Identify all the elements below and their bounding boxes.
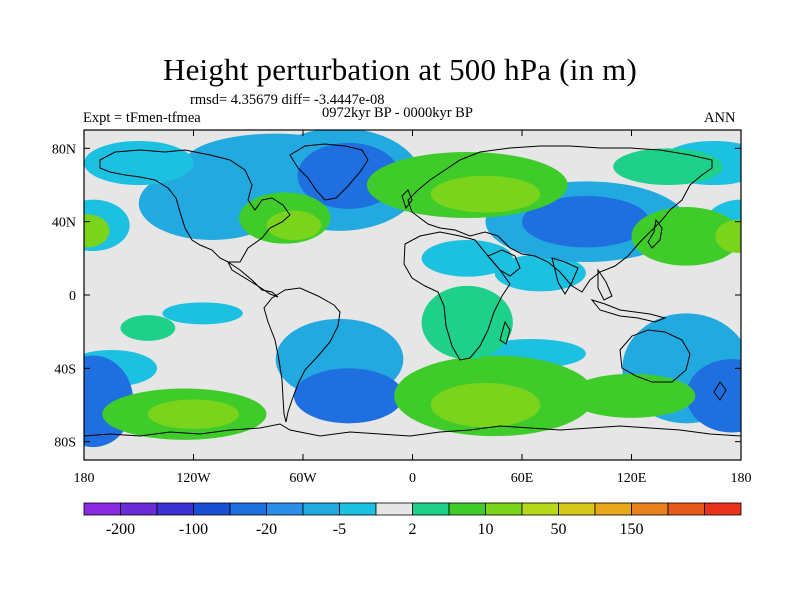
x-tick-label: 120W	[176, 471, 211, 486]
colorbar: -200 -100 -20 -5 2 10 50 150	[83, 502, 742, 538]
anomaly-region	[567, 373, 696, 418]
north-america-coast	[99, 149, 291, 263]
period-label: 0972kyr BP - 0000kyr BP	[322, 105, 473, 121]
x-tick-label: 0	[409, 471, 416, 486]
x-tick-label: 60E	[511, 471, 534, 486]
colorbar-swatch	[667, 502, 705, 516]
experiment-label: Expt = tFmen-tfmea	[83, 110, 201, 126]
anomaly-region	[522, 196, 650, 248]
y-tick-label: 40N	[52, 216, 76, 231]
y-tick-label: 80S	[54, 436, 76, 451]
colorbar-swatch	[229, 502, 267, 516]
australia-coast	[619, 329, 691, 383]
anomaly-region	[120, 315, 176, 341]
africa-coast	[403, 231, 511, 361]
new-zealand-coast	[713, 381, 727, 401]
x-tick-label: 60W	[289, 471, 317, 486]
colorbar-label: 10	[478, 521, 494, 538]
colorbar-swatch	[266, 502, 304, 516]
south-america-coast	[263, 287, 341, 423]
colorbar-swatch	[83, 502, 121, 516]
colorbar-swatch	[631, 502, 669, 516]
colorbar-label: 2	[409, 521, 417, 538]
colorbar-label: -200	[106, 521, 135, 538]
anomaly-region	[162, 302, 243, 325]
indonesia-coast	[590, 299, 667, 323]
coastlines	[84, 143, 741, 437]
anomaly-region	[613, 148, 723, 186]
anomaly-region	[421, 285, 513, 360]
colorbar-swatch	[339, 502, 377, 516]
arabia-coast	[487, 249, 521, 277]
japan-coast	[647, 218, 663, 249]
greenland-coast	[289, 143, 369, 201]
colorbar-label: -100	[179, 521, 208, 538]
madagascar-coast	[499, 320, 511, 345]
x-tick-label: 180	[731, 471, 752, 486]
season-label: ANN	[704, 110, 736, 126]
southeast-asia-coast	[597, 268, 613, 301]
anomaly-region	[430, 383, 541, 427]
anomaly-region	[266, 210, 322, 240]
colorbar-swatch	[120, 502, 158, 516]
anomaly-region	[430, 175, 541, 213]
axis-ticks: 180 120W 60W 0 60E 120E 180 80N 40N 0 40S 80S	[52, 130, 752, 486]
anomaly-region	[84, 214, 110, 248]
colorbar-swatch	[594, 502, 632, 516]
y-tick-label: 0	[69, 289, 76, 304]
colorbar-swatch	[485, 502, 523, 516]
colorbar-swatch	[558, 502, 596, 516]
x-tick-label: 120E	[617, 471, 647, 486]
colorbar-swatch	[375, 502, 413, 516]
x-tick-label: 180	[74, 471, 95, 486]
colorbar-swatch	[704, 502, 742, 516]
eurasia-coast	[407, 145, 713, 293]
anomaly-region	[421, 240, 513, 277]
colorbar-label: 50	[551, 521, 567, 538]
india-coast	[551, 257, 579, 295]
anomaly-region	[147, 399, 240, 429]
anomaly-region	[494, 254, 586, 292]
colorbar-swatch	[448, 502, 486, 516]
anomaly-region	[293, 368, 404, 424]
y-tick-label: 40S	[54, 362, 76, 377]
colorbar-swatch	[193, 502, 231, 516]
y-tick-label: 80N	[52, 142, 76, 157]
colorbar-label: -20	[256, 521, 277, 538]
central-america-coast	[226, 260, 279, 298]
colorbar-label: -5	[333, 521, 346, 538]
colorbar-swatch	[156, 502, 194, 516]
colorbar-swatch	[412, 502, 450, 516]
anomaly-region	[631, 207, 741, 266]
colorbar-swatch	[302, 502, 340, 516]
anomaly-region	[686, 359, 741, 433]
stats-line: rmsd= 4.35679 diff= -3.4447e-08	[190, 92, 385, 108]
colorbar-swatch	[521, 502, 559, 516]
anomaly-region	[715, 219, 741, 253]
uk-coast	[401, 189, 413, 210]
colorbar-label: 150	[620, 521, 644, 538]
anomaly-field	[84, 130, 741, 448]
antarctica-coast	[84, 423, 741, 437]
chart-title: Height perturbation at 500 hPa (in m)	[162, 52, 638, 87]
